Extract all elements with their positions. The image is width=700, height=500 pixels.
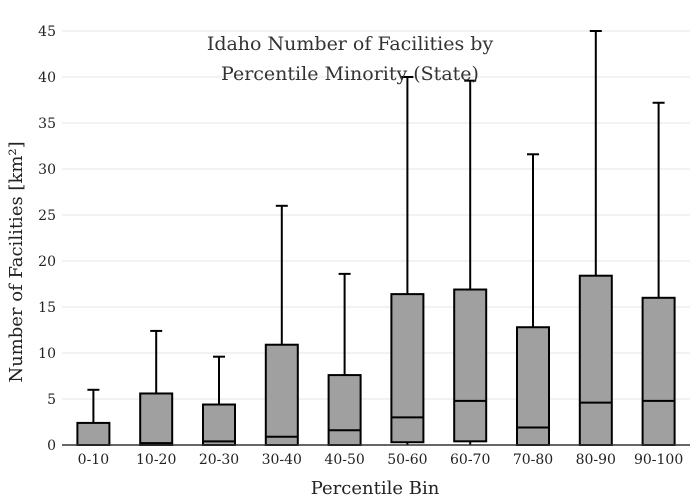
- box-iqr: [390, 293, 425, 444]
- y-tick-label: 35: [38, 116, 56, 132]
- y-tick-label: 0: [47, 438, 56, 454]
- x-tick-label: 70-80: [513, 452, 553, 468]
- box-iqr: [264, 343, 299, 446]
- box-70-80: [516, 153, 550, 446]
- y-tick-label: 30: [38, 162, 56, 178]
- y-tick-label: 45: [38, 24, 56, 40]
- y-tick-label: 25: [38, 208, 56, 224]
- x-tick-label: 0-10: [78, 452, 109, 468]
- box-50-60: [390, 76, 425, 445]
- x-tick-label: 90-100: [634, 452, 683, 468]
- x-tick-label: 40-50: [324, 452, 364, 468]
- y-tick-label: 15: [38, 300, 56, 316]
- y-tick-labels: 0 5 10 15 20 25 30 35 40 45: [38, 24, 56, 454]
- chart-title-line-2: Percentile Minority (State): [221, 63, 479, 85]
- x-tick-label: 20-30: [199, 452, 239, 468]
- y-axis-label: Number of Facilities [km²]: [6, 141, 27, 382]
- box-10-20: [139, 329, 174, 447]
- box-iqr: [578, 274, 613, 446]
- x-tick-labels: 0-10 10-20 20-30 30-40 40-50 50-60 60-70 70-80 8…: [78, 452, 684, 468]
- y-tick-label: 5: [47, 392, 56, 408]
- box-iqr: [516, 326, 550, 446]
- box-90-100: [641, 101, 676, 446]
- x-tick-label: 80-90: [576, 452, 616, 468]
- y-tick-label: 40: [38, 70, 56, 86]
- box-80-90: [578, 30, 613, 446]
- x-tick-label: 50-60: [387, 452, 427, 468]
- box-40-50: [327, 272, 362, 446]
- box-0-10: [76, 388, 111, 447]
- box-plot-series: [76, 30, 676, 447]
- box-iqr: [641, 296, 676, 446]
- x-tick-label: 60-70: [450, 452, 490, 468]
- box-iqr: [327, 374, 362, 446]
- grid-lines: [62, 30, 690, 400]
- x-axis-label: Percentile Bin: [311, 478, 440, 499]
- box-iqr: [76, 421, 111, 447]
- box-30-40: [264, 204, 299, 446]
- box-20-30: [202, 355, 236, 446]
- y-tick-label: 10: [38, 346, 56, 362]
- x-tick-label: 30-40: [262, 452, 302, 468]
- box-iqr: [202, 403, 236, 446]
- chart-title-line-1: Idaho Number of Facilities by: [207, 33, 494, 55]
- box-iqr: [139, 392, 174, 447]
- box-60-70: [453, 79, 488, 445]
- x-tick-label: 10-20: [136, 452, 176, 468]
- box-iqr: [453, 288, 488, 443]
- y-tick-label: 20: [38, 254, 56, 270]
